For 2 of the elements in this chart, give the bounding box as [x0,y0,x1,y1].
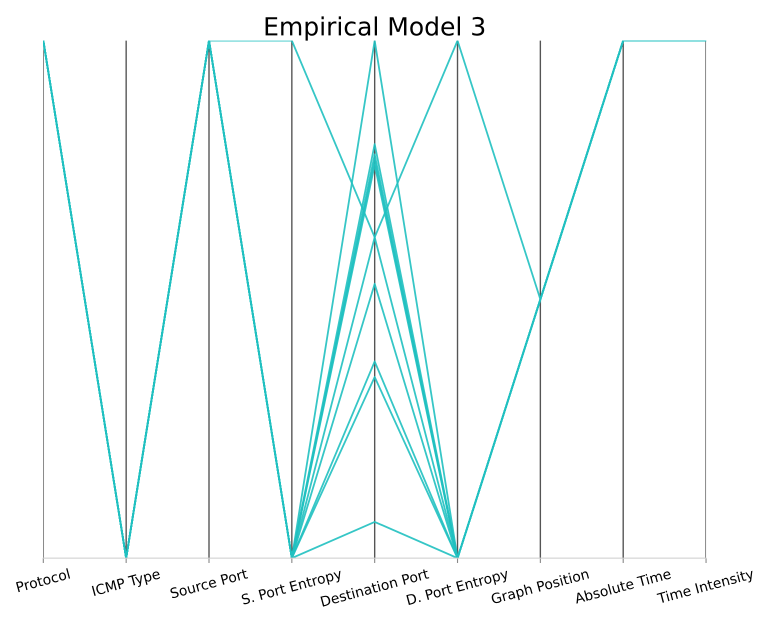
x-tick-label: ICMP Type [92,568,162,599]
chart-title: Empirical Model 3 [266,16,484,41]
